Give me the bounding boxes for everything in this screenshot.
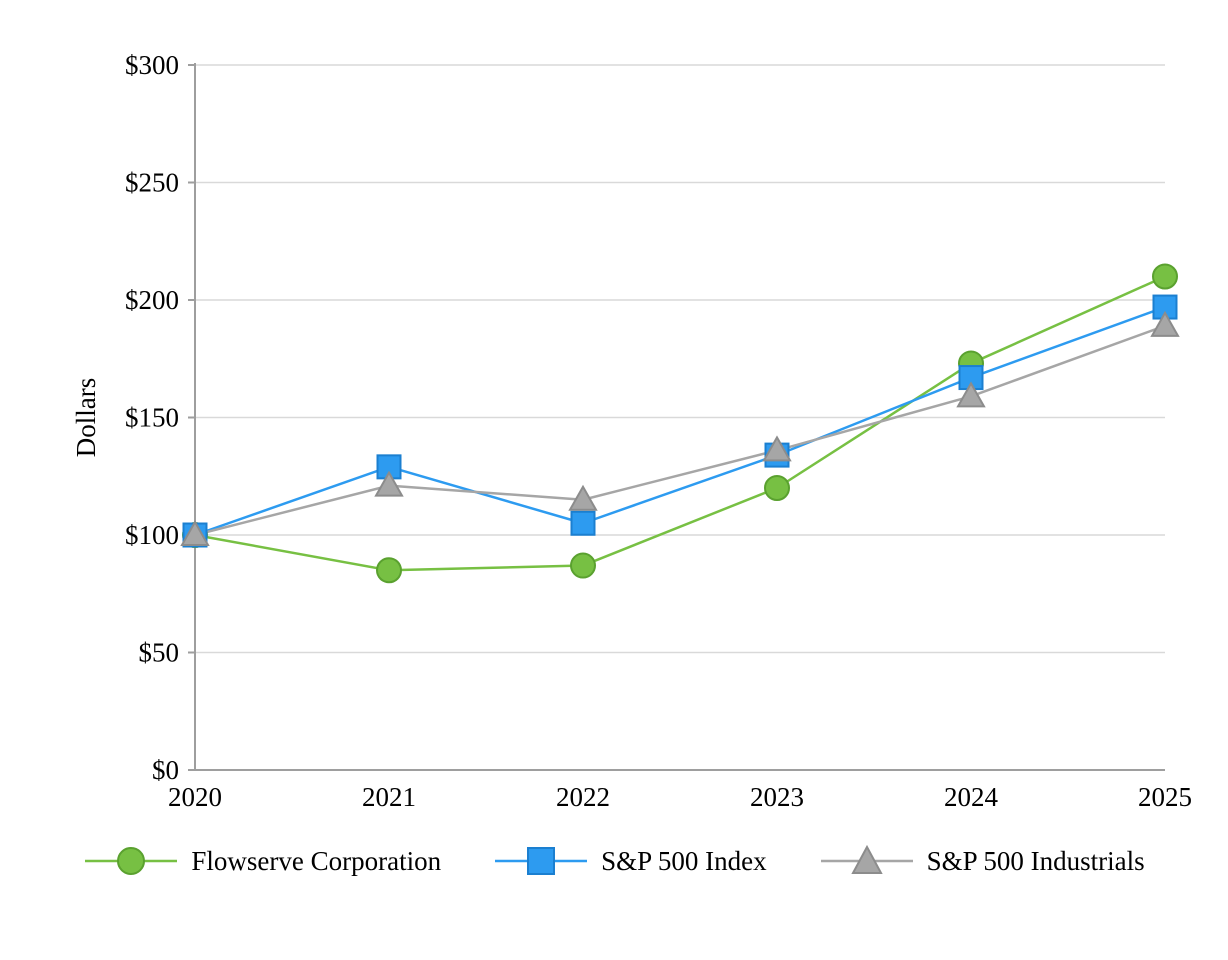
legend-item-s-p-500-index: S&P 500 Index — [493, 843, 767, 879]
circle-marker-icon — [764, 475, 790, 501]
legend-label-s-p-500-industrials: S&P 500 Industrials — [926, 845, 1145, 876]
y-tick-label: $150 — [125, 403, 179, 433]
triangle-marker-icon — [568, 484, 598, 511]
x-tick-label: 2021 — [362, 782, 416, 812]
circle-marker-icon — [570, 552, 596, 579]
x-tick-label: 2023 — [750, 782, 804, 812]
x-tick-label: 2022 — [556, 782, 610, 812]
y-tick-label: $200 — [125, 285, 179, 315]
legend-item-s-p-500-industrials: S&P 500 Industrials — [819, 843, 1145, 879]
x-tick-label: 2020 — [168, 782, 222, 812]
x-tick-label: 2025 — [1138, 782, 1192, 812]
y-tick-label: $250 — [125, 168, 179, 198]
series-line-circle — [194, 275, 1166, 572]
circle-marker-icon — [1152, 263, 1178, 290]
chart-legend: Flowserve Corporation S&P 500 Index S&P 50… — [0, 843, 1228, 879]
triangle-marker-icon — [956, 381, 986, 408]
y-tick-label: $0 — [152, 755, 179, 785]
square-marker-icon — [570, 510, 596, 536]
legend-swatch-s-p-500-index — [495, 847, 588, 875]
x-tick-label: 2024 — [944, 782, 999, 812]
y-axis-title: Dollars — [71, 378, 101, 457]
legend-swatch-flowserve-corporation — [85, 847, 178, 875]
triangle-marker-icon — [1150, 310, 1180, 337]
triangle-marker-icon — [180, 519, 210, 546]
series-line-square — [194, 305, 1166, 537]
triangle-marker-icon — [850, 844, 883, 874]
square-marker-icon — [527, 847, 556, 875]
triangle-marker-icon — [374, 470, 404, 497]
y-tick-label: $50 — [139, 638, 180, 668]
legend-label-s-p-500-index: S&P 500 Index — [601, 845, 767, 876]
legend-label-flowserve-corporation: Flowserve Corporation — [191, 845, 442, 876]
y-tick-label: $100 — [125, 520, 179, 550]
legend-item-flowserve-corporation: Flowserve Corporation — [83, 843, 441, 879]
legend-swatch-s-p-500-industrials — [820, 844, 913, 874]
y-tick-label: $300 — [125, 50, 179, 80]
triangle-marker-icon — [762, 435, 792, 462]
circle-marker-icon — [117, 847, 146, 875]
series-line-triangle — [194, 324, 1166, 537]
circle-marker-icon — [376, 557, 402, 584]
